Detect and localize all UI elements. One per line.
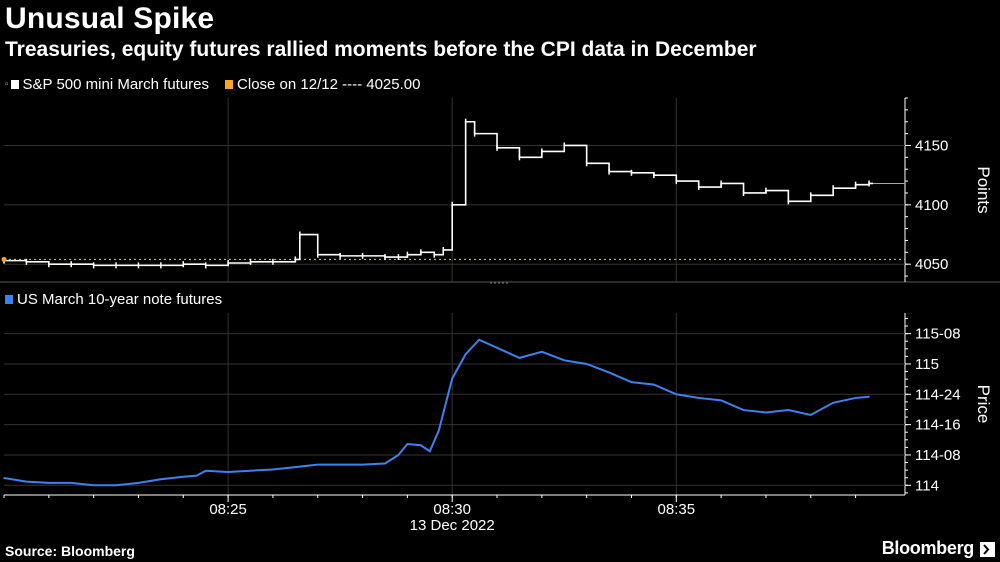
note-data-point [787,409,790,411]
y-tick-label: 114-08 [915,447,961,464]
chart-title: Unusual Spike [5,2,215,35]
note-data-point [70,482,73,484]
y-tick-label: 114 [915,477,939,494]
note-data-point [608,371,610,374]
legend-marker-icon: ▫ [5,79,9,90]
note-data-point [272,468,274,471]
note-data-point [25,480,28,483]
legend-swatch-spx [10,80,19,89]
note-data-point [697,397,700,399]
bloomberg-logo: Bloomberg [881,538,975,558]
y-tick-label: 4150 [915,137,948,154]
note-data-point [361,463,364,466]
note-data-point [478,338,480,341]
y-tick-label: 115-08 [915,326,961,343]
note-data-point [3,477,5,479]
x-tick-label: 08:35 [658,501,696,518]
y-tick-label: 115 [915,356,939,373]
y-tick-label: 4100 [915,197,948,214]
legend-close-label: Close on 12/12 ---- 4025.00 [237,76,421,93]
note-data-point [227,471,229,473]
chart-subtitle: Treasuries, equity futures rallied momen… [5,38,757,61]
note-data-point [397,454,400,456]
x-tick-label: 08:30 [433,501,471,518]
bloomberg-mark-icon [980,542,995,557]
source-note: Source: Bloomberg [5,543,135,559]
note-data-point [868,395,870,398]
note-data-point [854,397,857,399]
note-data-point [195,474,198,477]
y-tick-label: 114-24 [915,386,961,403]
note-data-point [742,409,745,411]
note-series-line [3,338,870,487]
legend-spx-label: S&P 500 mini March futures [22,76,210,93]
note-data-point [675,393,678,396]
note-data-point [720,399,722,402]
note-data-point [294,466,297,468]
note-data-point [182,476,185,478]
note-data-point [451,377,454,380]
legend-top: ▫ S&P 500 mini March futures Close on 12… [5,76,420,93]
note-data-point [653,383,655,386]
note-data-point [204,469,207,472]
note-data-point [316,463,319,466]
note-data-point [137,482,140,484]
note-data-point [630,381,633,383]
note-data-point [491,344,494,347]
note-data-point [420,444,422,447]
note-data-point [809,414,812,416]
note-data-point [249,469,252,472]
note-data-point [406,443,409,445]
note-data-point [518,357,521,359]
note-data-point [115,484,117,487]
note-data-point [563,359,566,362]
note-data-point [428,450,431,453]
legend-swatch-note [5,295,13,304]
x-axis-date-caption: 13 Dec 2022 [410,517,495,534]
note-data-point [505,351,507,353]
note-data-point [339,463,341,466]
note-data-point [437,429,440,432]
note-data-point [160,478,162,481]
y-axis-label-price: Price [974,385,993,424]
y-axis-label-points: Points [974,166,993,213]
legend-note-label: US March 10-year note futures [17,291,223,308]
note-data-point [384,462,386,465]
note-data-point [585,363,588,365]
note-data-point [832,401,834,404]
legend-swatch-close [225,80,234,89]
note-data-point [765,411,767,414]
y-tick-label: 114-16 [915,417,961,434]
note-data-point [541,351,543,353]
close-level-marker [1,256,7,262]
y-tick-label: 4050 [915,256,948,273]
legend-bottom: US March 10-year note futures [5,291,222,308]
note-data-point [92,484,95,487]
spx-series-line [4,120,874,267]
note-data-point [464,353,467,356]
x-tick-label: 08:25 [209,501,247,518]
note-data-point [48,482,50,484]
